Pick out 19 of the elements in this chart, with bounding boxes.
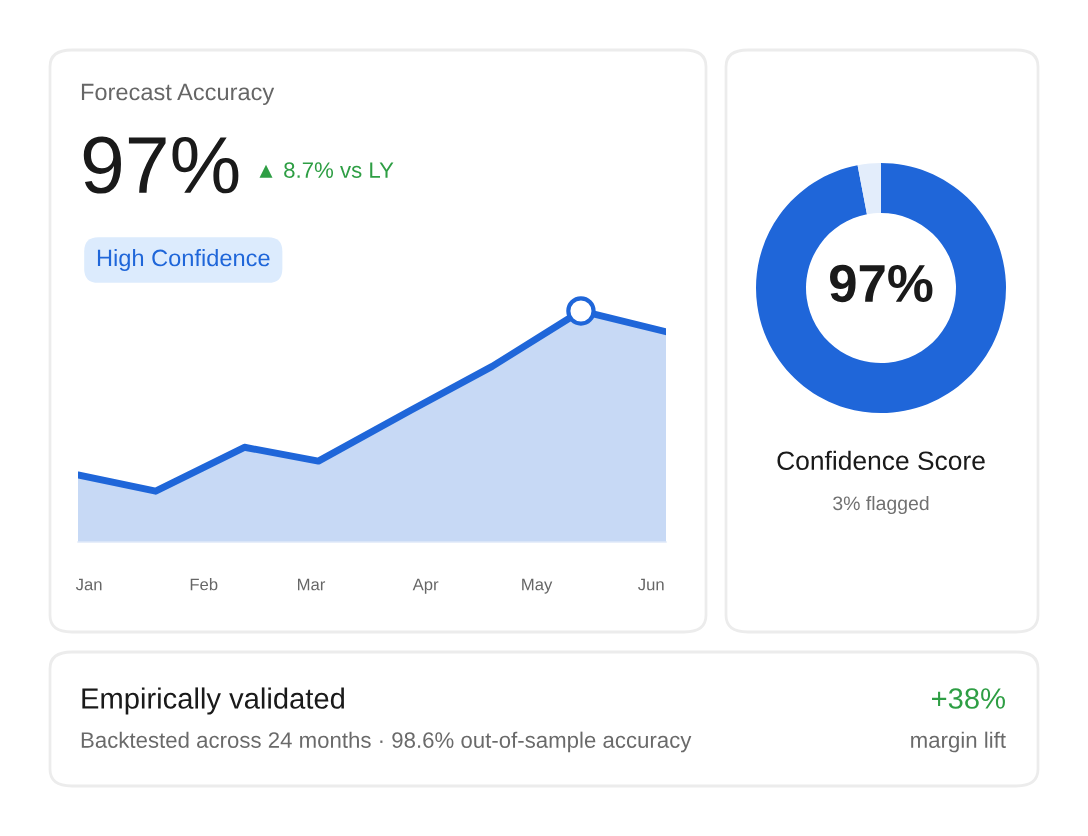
text: ▲ 8.7% vs LY [259,162,394,178]
x-tick-label: Mar [298,578,326,591]
x-tick-label: Feb [190,578,218,591]
text: Confidence Score [777,450,985,471]
x-tick-label: May [522,578,553,594]
chart-title: Forecast Accuracy [81,83,275,106]
text: High Confidence [97,249,270,272]
text: 3% flagged [833,495,929,515]
text: Backtested across 24 months · 98.6% out-of-sample accuracy [81,731,692,753]
donut-slice [756,163,1006,413]
donut-slice [857,163,881,215]
x-tick-label: Jun [638,578,664,591]
text: 97% [830,264,933,303]
x-tick-label: Jan [75,578,102,591]
text: margin lift [911,731,1006,753]
x-tick-label: Apr [412,578,439,594]
text: 97% [83,136,239,194]
text: Empirically validated [82,687,344,715]
text: +38% [932,688,1005,709]
